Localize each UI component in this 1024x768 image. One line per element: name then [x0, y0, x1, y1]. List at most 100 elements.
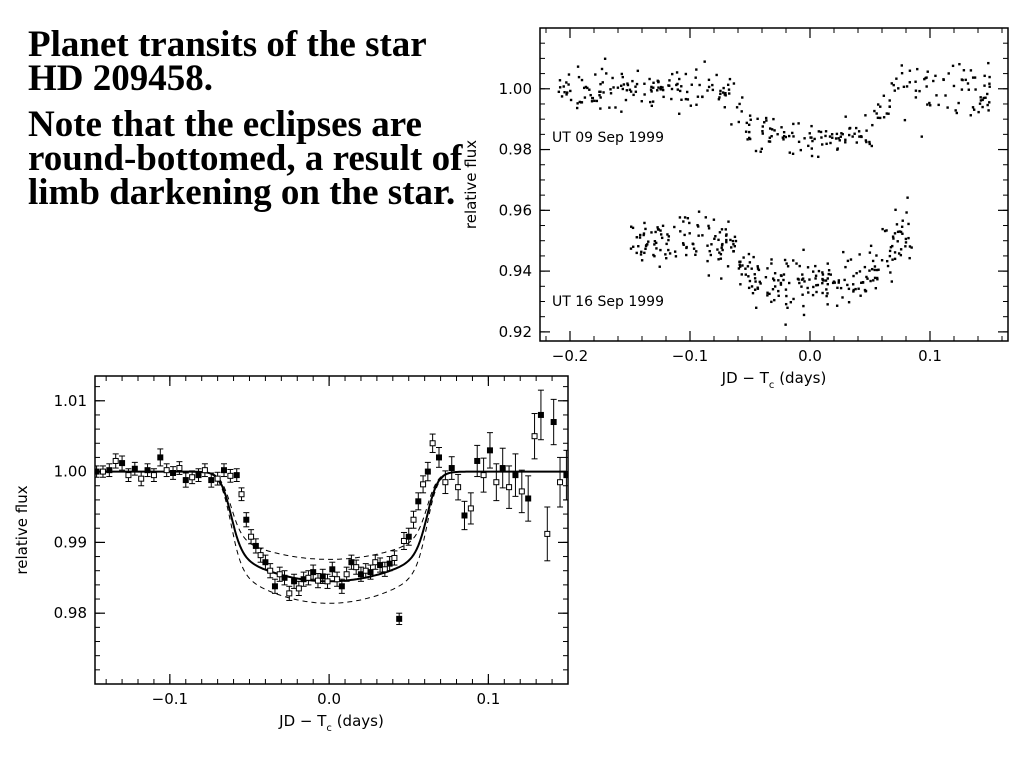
data-point: [656, 79, 659, 83]
data-point: [647, 240, 650, 243]
data-point: [357, 571, 364, 578]
data-point: [885, 229, 888, 232]
plot-area: [95, 389, 568, 626]
data-point: [841, 296, 844, 299]
data-point: [400, 537, 407, 544]
data-point: [816, 283, 820, 287]
data-point: [353, 564, 360, 571]
data-point: [905, 85, 909, 88]
data-point: [810, 154, 814, 158]
series-label: UT 16 Sep 1999: [552, 294, 664, 310]
data-point: [718, 231, 722, 234]
data-point: [873, 276, 877, 280]
data-point: [779, 281, 783, 285]
data-point: [882, 116, 886, 119]
data-point: [888, 105, 891, 108]
data-point: [305, 574, 312, 581]
data-point: [960, 88, 964, 91]
data-point: [755, 306, 758, 309]
data-point: [988, 82, 991, 85]
data-point: [770, 258, 773, 261]
data-point: [865, 275, 868, 279]
data-point: [825, 142, 828, 146]
data-point: [893, 232, 897, 235]
data-point: [659, 87, 662, 91]
data-point: [821, 281, 824, 285]
data-point: [624, 98, 628, 102]
data-point: [716, 248, 719, 251]
data-point: [598, 90, 601, 94]
data-point: [706, 259, 709, 263]
data-point: [286, 590, 293, 597]
data-point: [870, 144, 874, 148]
data-point: [675, 71, 679, 74]
slide-text-block: Planet transits of the star HD 209458. N…: [28, 26, 468, 222]
data-point: [879, 105, 882, 108]
plot-frame: [94, 375, 569, 685]
data-point: [901, 232, 904, 235]
data-point: [829, 141, 832, 145]
data-point: [888, 99, 891, 102]
data-point: [929, 104, 932, 107]
data-point: [787, 281, 791, 285]
data-point: [638, 236, 642, 239]
data-point: [590, 100, 594, 103]
data-point: [643, 251, 646, 255]
data-point: [974, 88, 977, 91]
data-point: [873, 109, 876, 113]
data-point: [859, 135, 863, 138]
data-point: [858, 270, 862, 273]
data-point: [906, 196, 909, 199]
data-point: [889, 271, 892, 274]
data-point: [777, 289, 780, 293]
data-point: [756, 287, 760, 290]
data-point: [891, 258, 894, 261]
data-point: [598, 94, 601, 97]
data-point: [221, 467, 227, 474]
data-point: [765, 119, 768, 122]
data-point: [729, 238, 732, 242]
data-point: [840, 132, 843, 135]
data-point: [848, 127, 851, 130]
data-point: [868, 269, 871, 272]
data-point: [719, 257, 723, 260]
data-point: [795, 262, 798, 265]
data-point: [797, 122, 800, 125]
data-point: [697, 225, 700, 228]
data-point: [770, 128, 774, 131]
data-point: [892, 83, 895, 87]
data-point: [808, 132, 811, 135]
data-point: [914, 80, 917, 83]
data-point: [907, 222, 910, 226]
data-point: [792, 135, 795, 138]
data-point: [599, 82, 602, 86]
x-axis-label: JD − Tc (days): [278, 712, 384, 734]
data-point: [709, 253, 713, 257]
data-point: [828, 135, 832, 138]
data-point: [986, 103, 989, 107]
data-point: [814, 264, 817, 268]
data-point: [295, 585, 302, 592]
data-point: [675, 83, 678, 87]
data-point: [983, 74, 986, 78]
data-point: [622, 83, 626, 86]
data-point: [920, 135, 923, 138]
data-point: [635, 236, 639, 239]
data-point: [558, 79, 562, 82]
data-point: [665, 242, 668, 246]
data-point: [670, 97, 673, 101]
data-point: [798, 281, 801, 285]
data-point: [891, 244, 894, 248]
data-point: [626, 82, 629, 85]
data-point: [753, 273, 756, 276]
data-point: [881, 227, 884, 231]
data-point: [876, 103, 880, 106]
y-tick-label: 0.94: [499, 262, 532, 280]
data-point: [835, 132, 839, 136]
data-point: [885, 259, 889, 263]
data-point: [324, 578, 331, 585]
data-point: [701, 95, 704, 99]
data-point: [875, 112, 878, 115]
data-point: [291, 578, 298, 585]
data-point: [852, 290, 855, 293]
